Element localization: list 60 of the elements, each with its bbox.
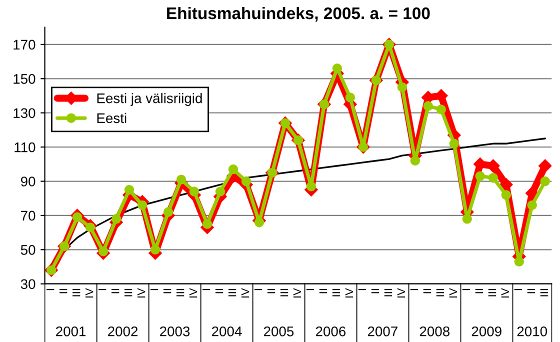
x-tick-label: I <box>514 289 522 290</box>
x-tick-label: IV <box>137 288 146 298</box>
y-tick-label: 170 <box>14 40 36 50</box>
x-tick-label: II <box>267 289 276 294</box>
text: 2002 <box>108 326 138 336</box>
x-tick-label: I <box>462 289 470 290</box>
x-tick-label: III <box>332 289 340 296</box>
text: 2008 <box>420 326 450 336</box>
y-tick-label: 70 <box>21 210 36 221</box>
y-tick-label: 110 <box>14 142 36 152</box>
x-tick-label: I <box>202 289 210 290</box>
x-tick-label: II <box>60 289 68 294</box>
x-tick-label: II <box>475 289 483 294</box>
text: 2004 <box>212 326 242 336</box>
x-tick-label: III <box>228 289 236 296</box>
x-tick-label: II <box>163 289 172 294</box>
x-tick-label: IV <box>189 288 198 298</box>
x-tick-label: II <box>371 289 380 294</box>
x-tick-label: I <box>410 289 418 290</box>
y-tick-label: 50 <box>20 244 36 255</box>
text: 2010 <box>517 326 548 336</box>
x-tick-label: III <box>488 289 496 296</box>
x-tick-label: IV <box>449 288 458 298</box>
x-tick-label: II <box>527 289 535 294</box>
chart-title: Ehitusmahuindeks, 2005. a. = 100 <box>167 6 430 22</box>
x-tick-label: III <box>540 289 548 296</box>
x-tick-label: I <box>254 289 262 290</box>
legend-label: Eesti <box>97 112 126 124</box>
x-tick-label: II <box>423 289 432 294</box>
text: 2003 <box>160 326 190 336</box>
x-tick-label: I <box>46 289 54 290</box>
x-tick-label: III <box>72 289 80 296</box>
x-tick-label: IV <box>345 288 354 298</box>
y-tick-label: 150 <box>14 74 36 84</box>
x-tick-label: I <box>306 289 314 290</box>
x-tick-label: III <box>280 289 288 296</box>
x-tick-label: I <box>98 289 106 290</box>
legend-label: Eesti ja välisriigid <box>97 93 202 106</box>
text: 2005 <box>264 326 294 336</box>
x-tick-label: I <box>358 289 366 290</box>
x-tick-label: II <box>215 289 224 294</box>
x-tick-label: III <box>436 289 444 296</box>
x-tick-label: II <box>112 289 120 294</box>
x-tick-label: IV <box>501 288 509 298</box>
text: 2007 <box>368 326 398 336</box>
x-tick-label: III <box>124 289 132 296</box>
x-tick-label: IV <box>86 288 94 298</box>
x-tick-label: III <box>176 289 184 296</box>
text: 2006 <box>316 326 346 336</box>
x-tick-label: IV <box>397 288 406 298</box>
x-tick-label: II <box>319 289 328 294</box>
y-tick-label: 90 <box>20 176 36 186</box>
x-tick-label: I <box>150 289 158 290</box>
text: 2009 <box>472 326 502 336</box>
y-tick-label: 130 <box>14 108 36 118</box>
x-tick-label: III <box>384 289 392 296</box>
text: 2001 <box>56 326 86 336</box>
x-tick-label: IV <box>241 288 250 298</box>
x-tick-label: IV <box>293 288 302 298</box>
y-tick-label: 30 <box>20 279 36 290</box>
